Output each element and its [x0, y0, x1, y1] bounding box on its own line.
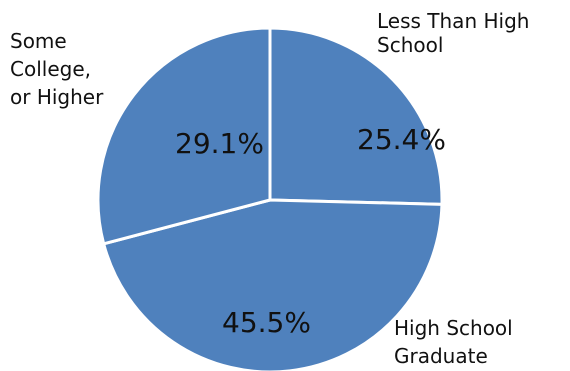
slice-value-label-high-school-graduate: 45.5% — [222, 306, 311, 339]
slice-category-label-high-school-graduate: High School Graduate — [394, 316, 513, 368]
slice-value-label-less-than-high-school: 25.4% — [357, 123, 446, 156]
pie-slice-less-than-high-school — [268, 26, 444, 206]
slice-category-label-less-than-high-school: Less Than High School — [377, 9, 529, 57]
pie-slice-some-college-or-higher — [96, 26, 272, 246]
slice-value-label-some-college-or-higher: 29.1% — [175, 127, 264, 160]
slice-category-label-some-college-or-higher: Some College, or Higher — [10, 29, 104, 109]
